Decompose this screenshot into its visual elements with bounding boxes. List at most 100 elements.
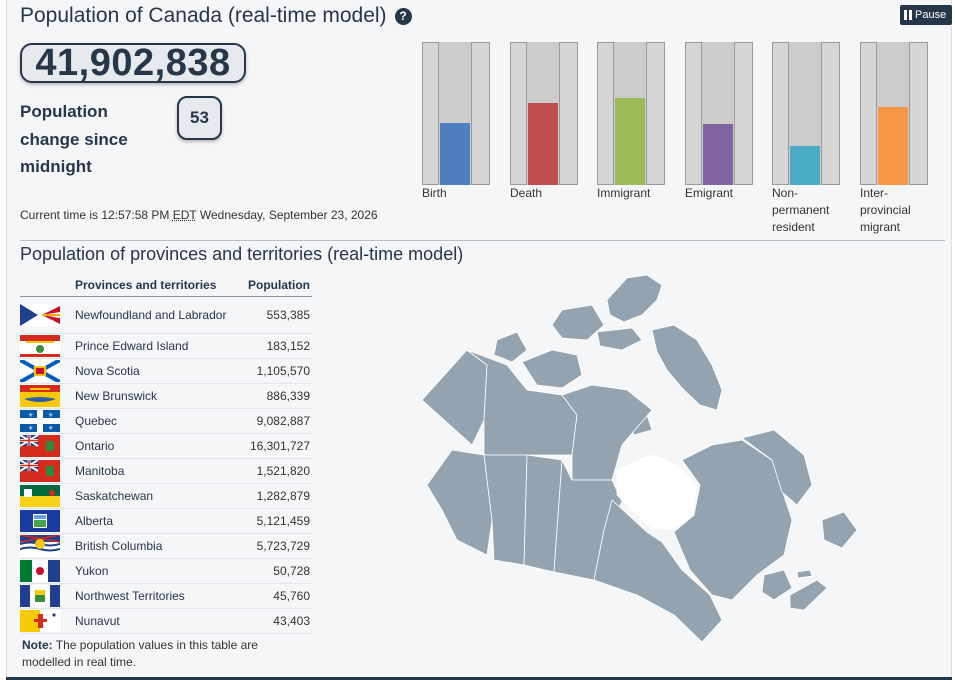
population-change-value: 53 [177, 96, 222, 140]
map-baffin-island [651, 324, 723, 411]
flag-yt-icon [20, 559, 60, 582]
province-population: 1,105,570 [241, 358, 312, 384]
gauge-track [788, 42, 822, 185]
map-devon-island [596, 327, 643, 351]
svg-text:⚜: ⚜ [28, 425, 33, 432]
current-date: Wednesday, September 23, 2026 [199, 208, 378, 222]
map-newfoundland-labrador [741, 429, 813, 506]
gauge-emigrant [685, 42, 753, 185]
province-name: Northwest Territories [75, 583, 242, 609]
table-row: Nova Scotia 1,105,570 [20, 358, 312, 384]
gauge-fill [528, 103, 558, 185]
province-population: 886,339 [241, 383, 312, 409]
current-time-prefix: Current time is 12:57:58 PM [20, 208, 170, 222]
table-row: Manitoba 1,521,820 [20, 458, 312, 484]
map-nunavut [561, 384, 653, 481]
flag-cell [20, 458, 75, 484]
flag-cell [20, 608, 75, 634]
gauge-death [510, 42, 578, 185]
page-title: Population of Canada (real-time model) [20, 4, 387, 27]
flag-on-icon [20, 434, 60, 457]
svg-text:⚜: ⚜ [48, 412, 53, 419]
province-name: Ontario [75, 433, 242, 459]
province-population: 1,521,820 [241, 458, 312, 484]
province-name: Nova Scotia [75, 358, 242, 384]
table-row: ⚜ ⚜ ⚜ ⚜ Quebec 9,082,887 [20, 408, 312, 434]
map-arctic-islands-north [551, 304, 605, 341]
gauge-fill [878, 107, 908, 185]
province-name: Newfoundland and Labrador [75, 296, 242, 334]
flag-ab-icon [20, 509, 60, 532]
province-name: Prince Edward Island [75, 333, 242, 359]
flag-nb-icon [20, 384, 60, 407]
map-ontario [593, 499, 723, 643]
gauge-track [701, 42, 735, 185]
canada-map [421, 274, 858, 643]
gauge-track [613, 42, 647, 185]
table-note: Note: The population values in this tabl… [22, 637, 297, 671]
province-population: 43,403 [241, 608, 312, 634]
time-zone: EDT [172, 208, 197, 222]
table-row: Yukon 50,728 [20, 558, 312, 584]
flag-nt-icon [20, 584, 60, 607]
province-name: Saskatchewan [75, 483, 242, 509]
map-ellesmere-island [606, 274, 663, 323]
table-row: British Columbia 5,723,729 [20, 533, 312, 559]
province-name: New Brunswick [75, 383, 242, 409]
current-time: Current time is 12:57:58 PM EDT Wednesda… [20, 208, 378, 222]
flag-sk-icon [20, 484, 60, 507]
gauge-track [876, 42, 910, 185]
flag-cell: ⚜ ⚜ ⚜ ⚜ [20, 408, 75, 434]
gauge-non-permanent-resident [772, 42, 840, 185]
page-title-row: Population of Canada (real-time model) ? [20, 4, 412, 28]
flag-cell [20, 483, 75, 509]
flag-nl-icon [20, 303, 60, 326]
pause-icon [904, 10, 912, 20]
map-yukon [421, 349, 488, 446]
flag-cell [20, 508, 75, 534]
pause-label: Pause [915, 9, 947, 21]
map-newfoundland-island [821, 511, 858, 549]
flag-nu-icon [20, 609, 60, 632]
svg-text:⚜: ⚜ [48, 425, 53, 432]
province-population: 553,385 [241, 296, 312, 334]
flag-cell [20, 533, 75, 559]
map-british-columbia [426, 449, 493, 556]
table-row: New Brunswick 886,339 [20, 383, 312, 409]
province-name: Quebec [75, 408, 242, 434]
province-name: Manitoba [75, 458, 242, 484]
province-name: Yukon [75, 558, 242, 584]
gauge-label: Emigrant [685, 186, 734, 200]
table-header-row: Provinces and territories Population [20, 274, 312, 297]
flag-cell [20, 383, 75, 409]
map-nova-scotia [789, 579, 828, 611]
province-population: 5,723,729 [241, 533, 312, 559]
question-circle-icon[interactable]: ? [394, 7, 412, 25]
table-row: Ontario 16,301,727 [20, 433, 312, 459]
map-new-brunswick [761, 569, 793, 601]
map-alberta [483, 454, 528, 566]
flag-bc-icon [20, 534, 60, 557]
gauge-fill [615, 98, 645, 185]
province-population: 50,728 [241, 558, 312, 584]
province-population: 16,301,727 [241, 433, 312, 459]
province-population: 9,082,887 [241, 408, 312, 434]
pause-button[interactable]: Pause [900, 5, 953, 25]
province-population: 183,152 [241, 333, 312, 359]
provinces-section-title: Population of provinces and territories … [20, 244, 464, 264]
flag-cell [20, 358, 75, 384]
population-column-header: Population [241, 274, 312, 297]
gauge-label: Inter-provincial migrant [860, 186, 911, 234]
table-row: Alberta 5,121,459 [20, 508, 312, 534]
province-population: 45,760 [241, 583, 312, 609]
provinces-table: Provinces and territories Population New… [20, 274, 312, 634]
population-clock-panel: Population of Canada (real-time model) ?… [6, 0, 953, 680]
flag-cell [20, 296, 75, 334]
flag-column-header [20, 274, 75, 297]
gauge-label: Death [510, 186, 543, 200]
gauge-immigrant [597, 42, 665, 185]
province-population: 1,282,879 [241, 483, 312, 509]
gauge-fill [790, 146, 820, 185]
flag-ns-icon [20, 359, 60, 382]
bottom-border [6, 677, 952, 680]
